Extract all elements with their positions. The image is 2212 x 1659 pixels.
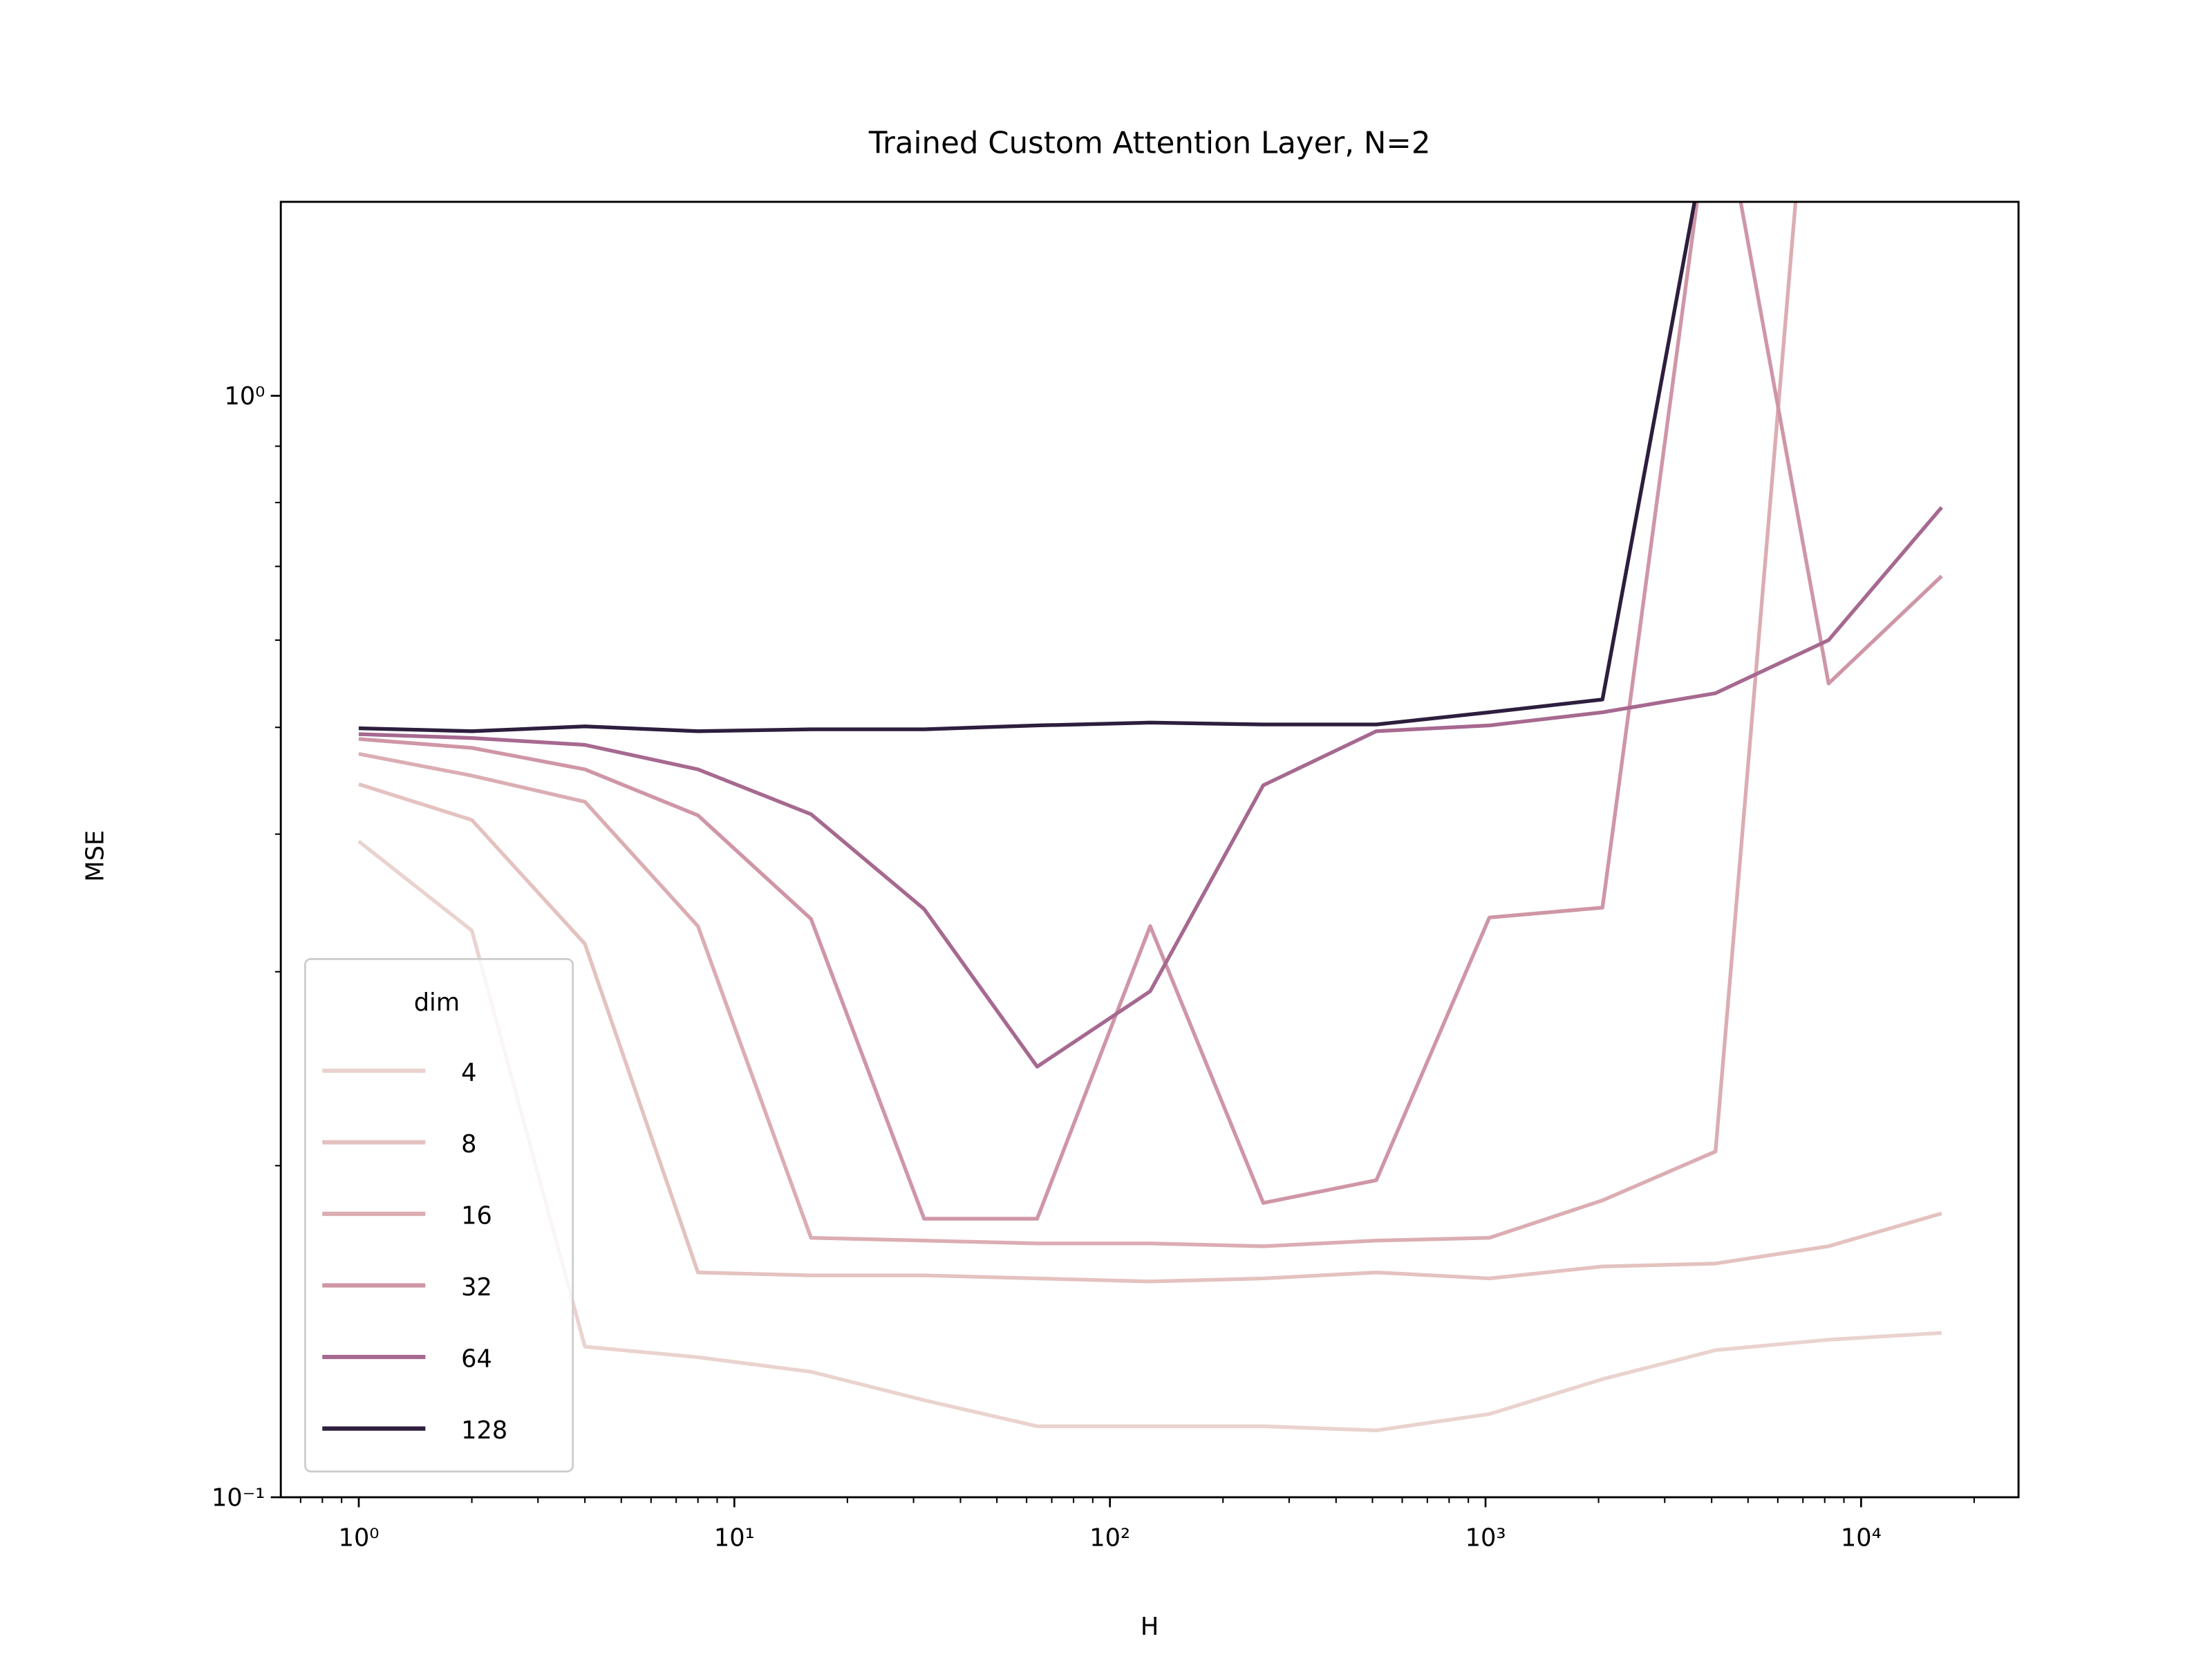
x-axis-label: H (1141, 1613, 1159, 1641)
y-axis-label: MSE (81, 830, 109, 882)
x-tick-label: 10⁴ (1841, 1524, 1882, 1552)
legend-title: dim (414, 988, 460, 1017)
x-tick-label: 10² (1089, 1524, 1130, 1552)
y-tick-label: 10⁻¹ (212, 1483, 265, 1512)
plot-frame (279, 200, 2020, 1499)
x-tick-label: 10⁰ (339, 1524, 379, 1552)
data-line (358, 201, 1697, 733)
x-tick-label: 10³ (1465, 1524, 1506, 1552)
data-line (358, 201, 1943, 1221)
data-line (358, 201, 1798, 1248)
legend-label: 128 (461, 1416, 507, 1445)
legend-label: 4 (461, 1058, 476, 1087)
legend-label: 8 (461, 1130, 476, 1159)
y-tick-label: 10⁰ (225, 382, 265, 411)
legend-box (304, 958, 574, 1473)
plot-area (357, 201, 1943, 1432)
x-tick-label: 10¹ (714, 1524, 755, 1552)
legend-label: 32 (461, 1273, 492, 1302)
data-line (357, 840, 1942, 1432)
data-line (358, 782, 1942, 1284)
legend-label: 64 (461, 1345, 492, 1374)
legend-label: 16 (461, 1201, 492, 1230)
chart-title: Trained Custom Attention Layer, N=2 (868, 126, 1431, 161)
data-line (358, 506, 1943, 1069)
